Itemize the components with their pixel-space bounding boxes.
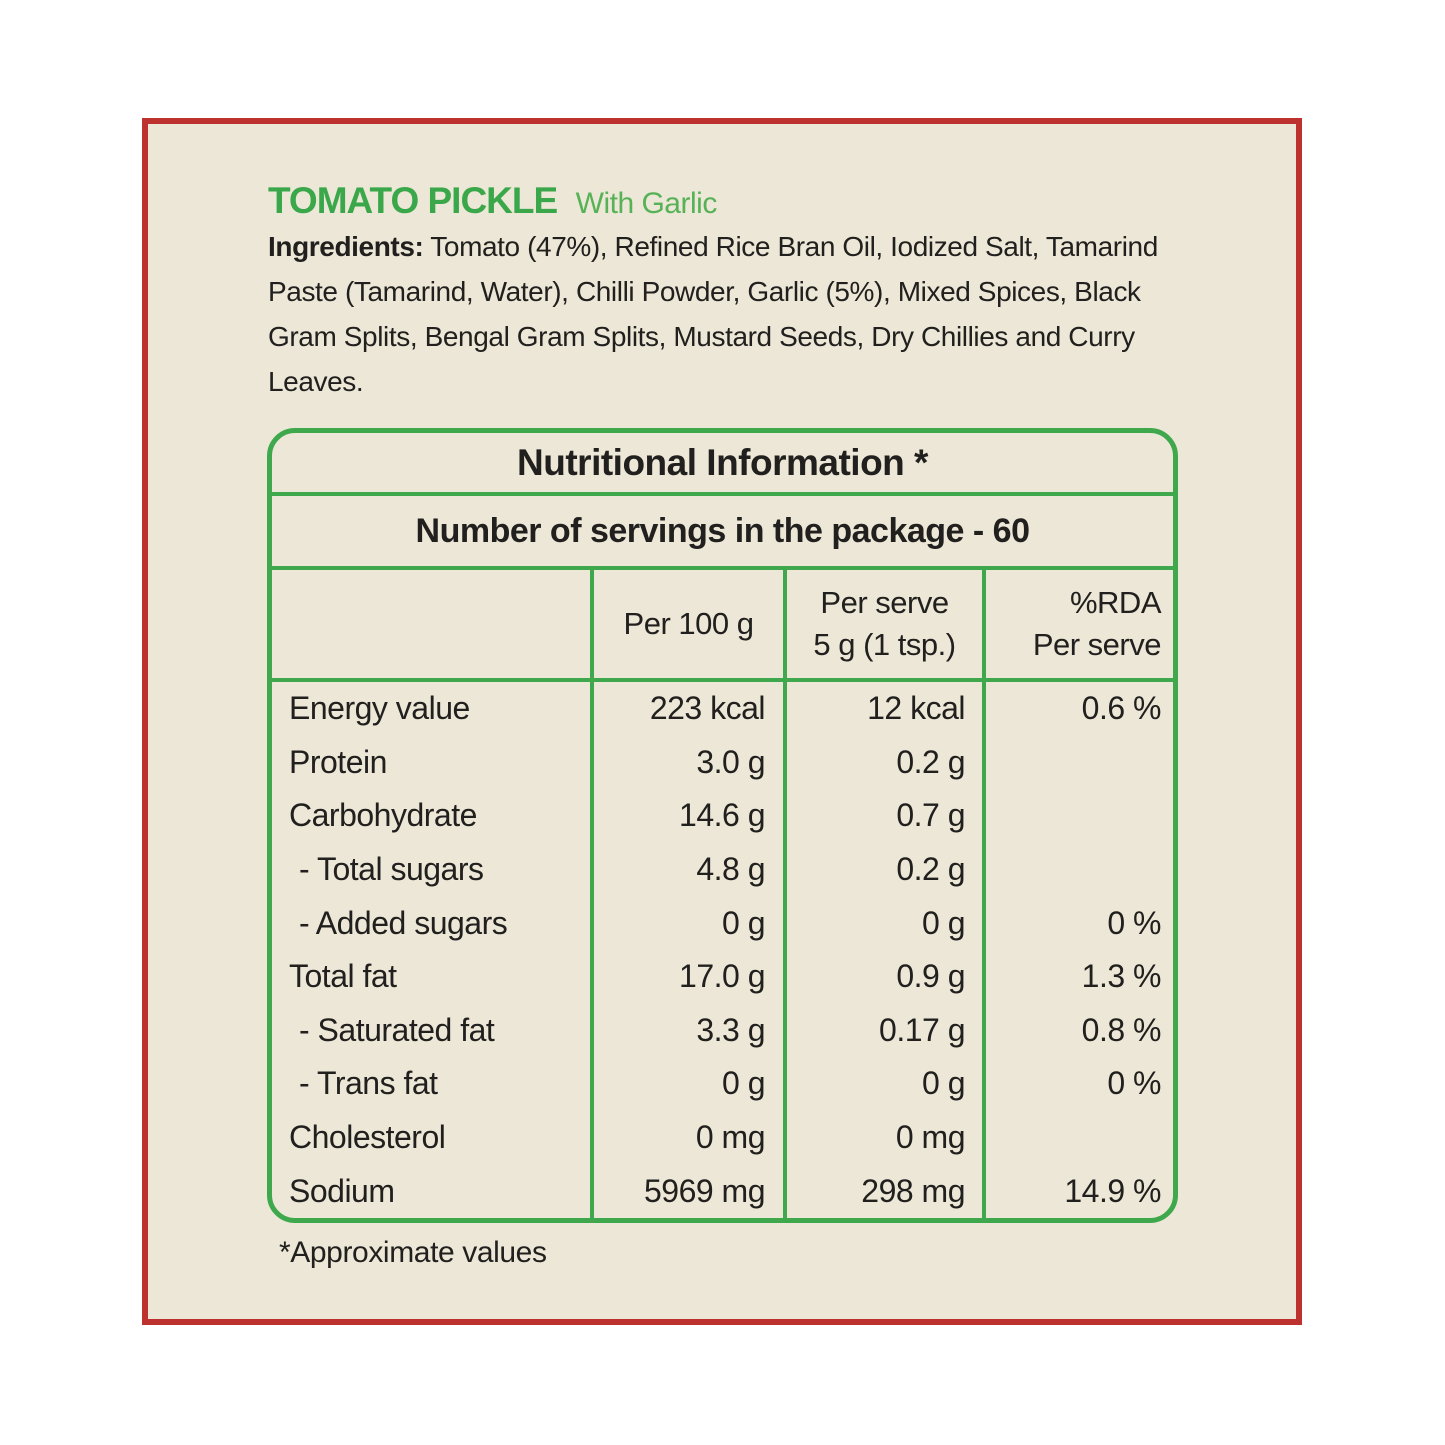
nutrient-name: - Saturated fat [299, 1011, 495, 1048]
col-header-per-serve: Per serve 5 g (1 tsp.) [783, 570, 982, 678]
rda-value: 1.3 % [1081, 958, 1162, 995]
servings-info: Number of servings in the package - 60 [272, 496, 1173, 570]
per-serve-value: 0.7 g [896, 797, 965, 834]
rda-value: 14.9 % [1064, 1172, 1161, 1209]
rda-value: 0.6 % [1081, 690, 1162, 727]
nutrient-name: - Added sugars [299, 904, 508, 941]
per-100g-value: 0 g [722, 904, 765, 941]
per-100g-value: 223 kcal [649, 690, 766, 727]
per-serve-value: 0 g [922, 904, 965, 941]
rda-value: 0 % [1107, 904, 1161, 941]
per-serve-value: 0.2 g [896, 851, 965, 888]
rda-value [986, 1111, 1173, 1165]
col-header-blank [272, 570, 590, 678]
col-header-rda-line2: Per serve [1032, 627, 1162, 662]
nutrient-name: - Trans fat [299, 1065, 438, 1102]
nutrient-name-column: Energy value Protein Carbohydrate - Tota… [272, 682, 590, 1218]
per-100g-value: 0 g [722, 1065, 765, 1102]
per-100g-value: 4.8 g [696, 851, 765, 888]
per-100g-value: 5969 mg [643, 1172, 766, 1209]
col-header-per-serve-line1: Per serve [820, 585, 949, 620]
per-100g-value: 17.0 g [679, 958, 765, 995]
nutrient-name: Sodium [289, 1172, 395, 1209]
nutrient-name: Energy value [289, 690, 470, 727]
nutrient-name: - Total sugars [299, 851, 484, 888]
per-100g-column: 223 kcal 3.0 g 14.6 g 4.8 g 0 g 17.0 g 3… [590, 682, 783, 1218]
per-100g-value: 3.3 g [696, 1011, 765, 1048]
product-header: TOMATO PICKLE With Garlic [268, 180, 717, 222]
nutrient-name: Cholesterol [289, 1119, 446, 1156]
per-100g-value: 3.0 g [696, 743, 765, 780]
rda-value [986, 736, 1173, 790]
product-title: TOMATO PICKLE [268, 180, 558, 221]
rda-value [986, 843, 1173, 897]
col-header-rda-line1: %RDA [1069, 585, 1162, 620]
product-subtitle: With Garlic [575, 187, 718, 220]
ingredients-label: Ingredients: [268, 231, 424, 262]
ingredients-paragraph: Ingredients: Tomato (47%), Refined Rice … [268, 224, 1213, 404]
nutrition-table: Nutritional Information * Number of serv… [267, 428, 1178, 1223]
per-serve-value: 0 mg [895, 1119, 966, 1156]
rda-column: 0.6 % 0 % 1.3 % 0.8 % 0 % 14.9 % [982, 682, 1173, 1218]
per-serve-value: 0.2 g [896, 743, 965, 780]
per-serve-value: 12 kcal [867, 690, 965, 727]
per-100g-value: 0 mg [695, 1119, 766, 1156]
nutrient-name: Total fat [289, 958, 397, 995]
approximate-values-note: *Approximate values [279, 1236, 547, 1269]
col-header-per-100g: Per 100 g [590, 570, 783, 678]
per-serve-value: 0.9 g [896, 958, 965, 995]
per-100g-value: 14.6 g [679, 797, 765, 834]
col-header-per-100g-label: Per 100 g [623, 606, 754, 641]
ingredients-text: Tomato (47%), Refined Rice Bran Oil, Iod… [268, 231, 1158, 397]
nutrition-table-body: Energy value Protein Carbohydrate - Tota… [272, 682, 1173, 1218]
rda-value: 0 % [1107, 1065, 1161, 1102]
per-serve-value: 0 g [922, 1065, 965, 1102]
nutrient-name: Protein [289, 743, 387, 780]
per-serve-column: 12 kcal 0.2 g 0.7 g 0.2 g 0 g 0.9 g 0.17… [783, 682, 982, 1218]
per-serve-value: 298 mg [861, 1172, 965, 1209]
product-label-card: TOMATO PICKLE With Garlic Ingredients: T… [142, 118, 1302, 1325]
nutrition-table-title: Nutritional Information * [272, 433, 1173, 496]
column-header-row: Per 100 g Per serve 5 g (1 tsp.) %RDA Pe… [272, 570, 1173, 682]
col-header-rda: %RDA Per serve [982, 570, 1173, 678]
nutrient-name: Carbohydrate [289, 797, 477, 834]
per-serve-value: 0.17 g [879, 1011, 965, 1048]
rda-value [986, 789, 1173, 843]
col-header-per-serve-line2: 5 g (1 tsp.) [813, 627, 956, 662]
rda-value: 0.8 % [1081, 1011, 1162, 1048]
